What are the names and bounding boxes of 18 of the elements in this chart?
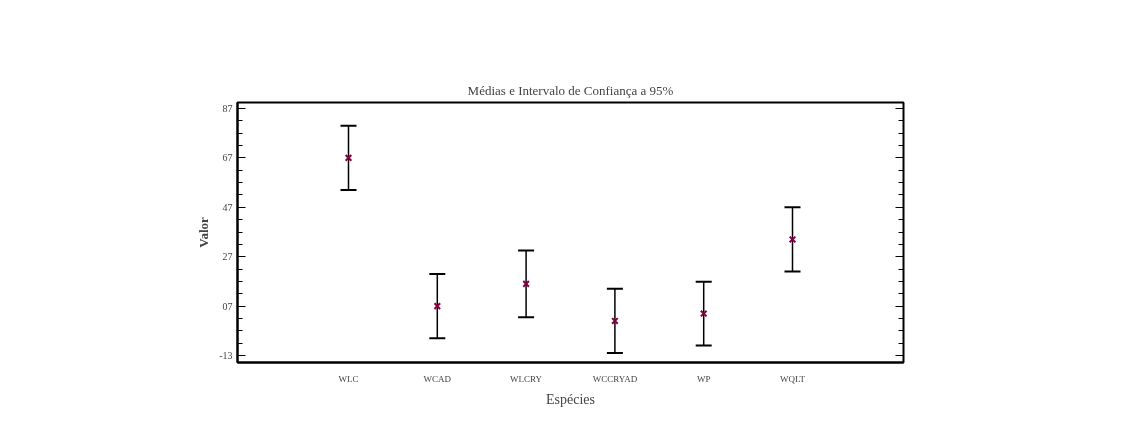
y-tick-label: 67 xyxy=(222,152,233,164)
x-tick-label: WCAD xyxy=(423,373,452,384)
point xyxy=(788,235,797,244)
y-tick-label: 07 xyxy=(222,300,233,312)
chart-title: Médias e Intervalo de Confiança a 95% xyxy=(467,82,674,98)
x-tick-label: WQLT xyxy=(779,373,806,384)
y-tick-label: 27 xyxy=(222,251,233,263)
point xyxy=(344,154,353,162)
y-axis-title: Valor xyxy=(196,216,212,248)
x-axis-title: Espécies xyxy=(546,391,595,407)
point xyxy=(699,309,708,318)
x-tick-label: WLCRY xyxy=(510,373,543,384)
x-tick-label: WLC xyxy=(338,373,359,384)
y-tick-label: -13 xyxy=(219,350,233,362)
x-tick-label: WP xyxy=(696,373,711,384)
y-tick-label: 87 xyxy=(222,102,233,114)
y-tick-label: 47 xyxy=(222,201,233,213)
x-tick-label: WCCRYAD xyxy=(592,373,638,384)
